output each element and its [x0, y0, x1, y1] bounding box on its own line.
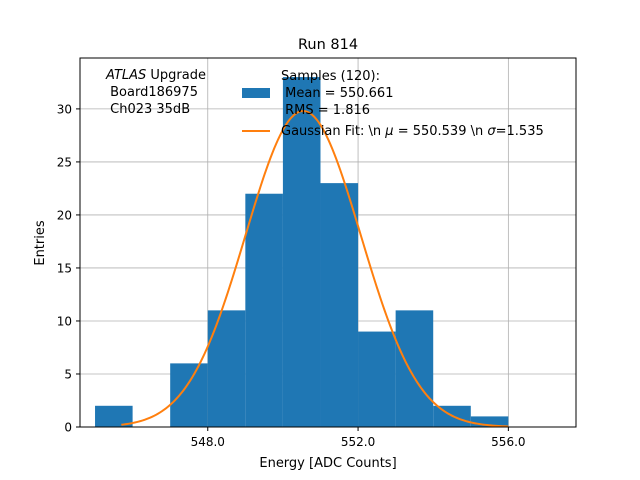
histogram-bar — [358, 331, 396, 427]
x-tick-label: 552.0 — [341, 435, 375, 449]
gaussian-fit-curve — [121, 110, 509, 428]
y-tick-label: 25 — [57, 155, 72, 169]
histogram-bar — [470, 416, 509, 427]
legend-samples-line-1: Samples (120): — [281, 69, 380, 84]
histogram-bar — [95, 405, 133, 427]
x-axis-label: Energy [ADC Counts] — [259, 456, 396, 471]
histogram-bar — [245, 193, 283, 427]
y-tick-label: 20 — [57, 208, 72, 222]
histogram-bar — [320, 183, 359, 427]
legend-samples-swatch — [242, 88, 270, 98]
x-tick-label: 548.0 — [191, 435, 225, 449]
y-tick-label: 30 — [57, 102, 72, 116]
atlas-label: ATLAS — [105, 68, 146, 83]
svg-text:ATLAS Upgrade: ATLAS Upgrade — [105, 68, 206, 83]
y-tick-label: 0 — [64, 421, 72, 435]
histogram-bar — [395, 310, 434, 427]
atlas-annotation: ATLAS Upgrade Board186975 Ch023 35dB — [105, 68, 206, 117]
legend-samples-line-3: RMS = 1.816 — [281, 103, 370, 118]
histogram-bar — [207, 310, 246, 427]
y-tick-label: 10 — [57, 314, 72, 328]
board-label: Board186975 — [106, 85, 198, 100]
channel-label: Ch023 35dB — [106, 102, 190, 117]
chart-title: Run 814 — [298, 37, 358, 53]
legend: Samples (120): Mean = 550.661 RMS = 1.81… — [242, 69, 544, 139]
y-tick-label: 15 — [57, 261, 72, 275]
legend-samples-line-2: Mean = 550.661 — [281, 86, 393, 101]
axes-frame — [79, 57, 577, 428]
histogram-bar — [282, 77, 321, 427]
axis-ticks: 548.0 552.0 556.0 0 5 10 15 20 25 30 — [57, 102, 526, 449]
legend-fit-label: Gaussian Fit: \n μ = 550.539 \n σ=1.535 — [281, 124, 544, 139]
y-axis-label: Entries — [33, 220, 48, 266]
y-tick-label: 5 — [64, 367, 72, 381]
upgrade-label: Upgrade — [146, 68, 206, 83]
x-tick-label: 556.0 — [491, 435, 525, 449]
gaussian-fit — [121, 110, 509, 428]
histogram-bar — [170, 363, 208, 427]
histogram-bars — [95, 77, 509, 427]
